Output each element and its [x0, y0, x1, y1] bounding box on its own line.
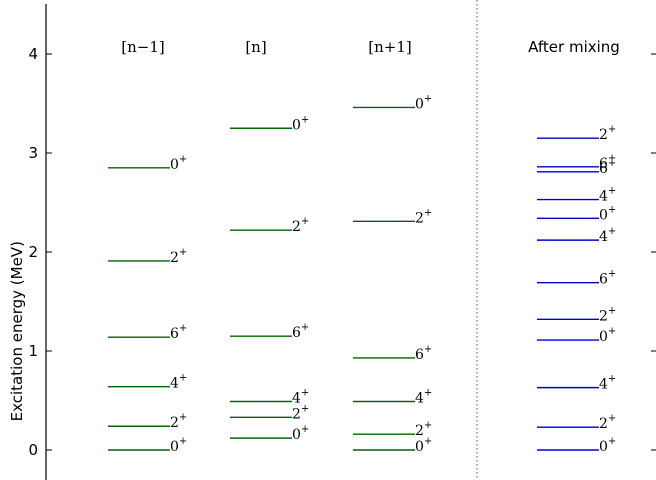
column-label: After mixing	[528, 38, 620, 56]
level-columns: [n−1] 0+ 2+ 6+ 4+ 2+ 0+ [n] 0+ 2+ 6+ 4+ 2+ 0+ [n+1] 0+ 2…	[108, 38, 620, 455]
level-parity: +	[608, 204, 616, 215]
level-parity: +	[424, 344, 432, 355]
level-spin-label: 0+	[599, 204, 616, 223]
level-column: [n−1] 0+ 2+ 6+ 4+ 2+ 0+	[108, 38, 187, 455]
level-parity: +	[301, 114, 309, 125]
level-parity: +	[424, 420, 432, 431]
level-parity: +	[301, 216, 309, 227]
level-spin-label: 2+	[599, 413, 616, 432]
level-parity: +	[179, 323, 187, 334]
level-spin-label: 2+	[170, 412, 187, 431]
level-parity: +	[301, 424, 309, 435]
level-spin-label: 6+	[599, 269, 616, 288]
level-parity: +	[179, 154, 187, 165]
axes: 0 1 2 3 4	[28, 0, 656, 480]
level-spin-label: 0+	[292, 114, 309, 133]
level-parity: +	[608, 374, 616, 385]
level-spin-label: 0+	[599, 326, 616, 345]
y-tick-label: 4	[28, 45, 38, 63]
level-parity: +	[608, 226, 616, 237]
level-parity: +	[608, 124, 616, 135]
level-column: [n+1]0+2+6+4+2+0+	[353, 38, 432, 455]
level-parity: +	[301, 387, 309, 398]
level-parity: +	[608, 326, 616, 337]
y-tick-label: 0	[28, 441, 38, 459]
y-tick-label: 2	[28, 243, 38, 261]
level-parity: +	[608, 413, 616, 424]
level-spin-label: 2+	[292, 403, 309, 422]
level-column: [n]0+2+6+4+2+0+	[230, 38, 309, 443]
level-parity: +	[608, 153, 616, 164]
level-parity: +	[424, 93, 432, 104]
column-label: [n+1]	[368, 38, 411, 56]
level-parity: +	[608, 436, 616, 447]
level-parity: +	[301, 403, 309, 414]
level-parity: +	[424, 387, 432, 398]
level-spin-label: 4+	[599, 226, 616, 245]
level-parity: +	[608, 305, 616, 316]
level-spin-label: 0+	[599, 436, 616, 455]
column-label: [n−1]	[121, 38, 164, 56]
level-spin-label: 0+	[415, 93, 432, 112]
column-label: [n]	[245, 38, 266, 56]
level-parity: +	[179, 373, 187, 384]
level-spin-label: 4+	[599, 374, 616, 393]
level-spin-label: 6+	[292, 322, 309, 341]
level-spin-label: 0+	[292, 424, 309, 443]
level-parity: +	[179, 412, 187, 423]
level-spin-label: 0+	[415, 436, 432, 455]
level-parity: +	[424, 436, 432, 447]
level-parity: +	[608, 158, 616, 169]
level-spin-label: 2+	[599, 305, 616, 324]
level-spin-label: 4+	[415, 387, 432, 406]
level-spin-label: 0+	[170, 154, 187, 173]
level-spin-label: 4+	[170, 373, 187, 392]
level-spin-label: 6+	[599, 158, 616, 177]
level-parity: +	[608, 269, 616, 280]
level-parity: +	[179, 247, 187, 258]
level-spin-label: 2+	[599, 124, 616, 143]
level-spin-label: 2+	[415, 207, 432, 226]
level-spin-label: 2+	[292, 216, 309, 235]
level-parity: +	[301, 322, 309, 333]
level-parity: +	[179, 436, 187, 447]
level-spin-label: 0+	[170, 436, 187, 455]
level-spin-label: 4+	[599, 186, 616, 205]
level-parity: +	[424, 207, 432, 218]
level-parity: +	[608, 186, 616, 197]
y-tick-label: 3	[28, 144, 38, 162]
level-spin-label: 6+	[170, 323, 187, 342]
y-axis-title: Excitation energy (MeV)	[8, 241, 26, 421]
level-spin-label: 2+	[170, 247, 187, 266]
y-tick-label: 1	[28, 342, 38, 360]
level-spin-label: 6+	[415, 344, 432, 363]
